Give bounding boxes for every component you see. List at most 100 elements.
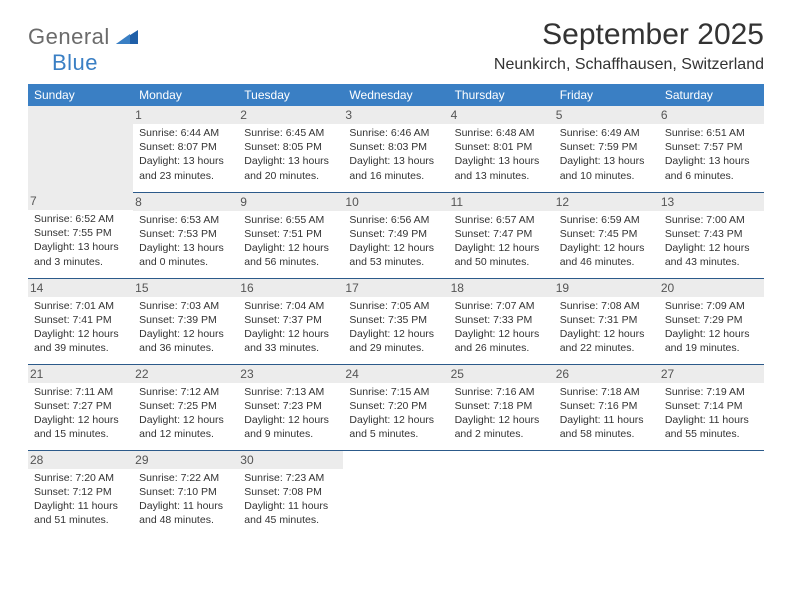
day-info: Sunrise: 7:22 AMSunset: 7:10 PMDaylight:…	[139, 471, 232, 528]
week-row: 14Sunrise: 7:01 AMSunset: 7:41 PMDayligh…	[28, 278, 764, 364]
day-number: 24	[343, 365, 448, 383]
day-number: 9	[238, 193, 343, 211]
day-cell: 28 Sunrise: 7:20 AMSunset: 7:12 PMDayligh…	[28, 450, 133, 536]
day-info: Sunrise: 6:57 AMSunset: 7:47 PMDaylight:…	[455, 213, 548, 270]
day-header-cell: Tuesday	[238, 84, 343, 106]
day-number: 15	[133, 279, 238, 297]
day-number: 3	[343, 106, 448, 124]
day-cell: 29 Sunrise: 7:22 AMSunset: 7:10 PMDayligh…	[133, 450, 238, 536]
day-info: Sunrise: 6:55 AMSunset: 7:51 PMDaylight:…	[244, 213, 337, 270]
day-cell: 16Sunrise: 7:04 AMSunset: 7:37 PMDayligh…	[238, 278, 343, 364]
day-number: 18	[449, 279, 554, 297]
day-cell: 3 Sunrise: 6:46 AMSunset: 8:03 PMDaylight…	[343, 106, 448, 192]
brand-logo: General Blue	[28, 24, 138, 76]
day-cell: 24Sunrise: 7:15 AMSunset: 7:20 PMDayligh…	[343, 364, 448, 450]
day-header-cell: Wednesday	[343, 84, 448, 106]
day-header-row: SundayMondayTuesdayWednesdayThursdayFrid…	[28, 84, 764, 106]
day-info: Sunrise: 7:00 AMSunset: 7:43 PMDaylight:…	[665, 213, 758, 270]
day-cell: 18 Sunrise: 7:07 AMSunset: 7:33 PMDayligh…	[449, 278, 554, 364]
day-number: 19	[554, 279, 659, 297]
day-cell: 4 Sunrise: 6:48 AMSunset: 8:01 PMDaylight…	[449, 106, 554, 192]
week-row: 21 Sunrise: 7:11 AMSunset: 7:27 PMDayligh…	[28, 364, 764, 450]
day-number: 4	[449, 106, 554, 124]
week-row: 28 Sunrise: 7:20 AMSunset: 7:12 PMDayligh…	[28, 450, 764, 536]
day-cell: 15Sunrise: 7:03 AMSunset: 7:39 PMDayligh…	[133, 278, 238, 364]
day-info: Sunrise: 7:16 AMSunset: 7:18 PMDaylight:…	[455, 385, 548, 442]
page-header: General Blue September 2025 Neunkirch, S…	[28, 18, 764, 76]
day-header-cell: Sunday	[28, 84, 133, 106]
day-info: Sunrise: 6:48 AMSunset: 8:01 PMDaylight:…	[455, 126, 548, 183]
day-header-cell: Saturday	[659, 84, 764, 106]
week-row: 7 Sunrise: 6:52 AMSunset: 7:55 PMDaylight…	[28, 192, 764, 278]
day-info: Sunrise: 7:23 AMSunset: 7:08 PMDaylight:…	[244, 471, 337, 528]
day-cell: 8Sunrise: 6:53 AMSunset: 7:53 PMDaylight…	[133, 192, 238, 278]
day-info: Sunrise: 7:19 AMSunset: 7:14 PMDaylight:…	[665, 385, 758, 442]
day-cell: 25Sunrise: 7:16 AMSunset: 7:18 PMDayligh…	[449, 364, 554, 450]
day-cell: 27 Sunrise: 7:19 AMSunset: 7:14 PMDayligh…	[659, 364, 764, 450]
day-cell: 11Sunrise: 6:57 AMSunset: 7:47 PMDayligh…	[449, 192, 554, 278]
location-text: Neunkirch, Schaffhausen, Switzerland	[494, 56, 764, 74]
week-row: 1Sunrise: 6:44 AMSunset: 8:07 PMDaylight…	[28, 106, 764, 192]
day-cell: 19 Sunrise: 7:08 AMSunset: 7:31 PMDayligh…	[554, 278, 659, 364]
day-cell: 7 Sunrise: 6:52 AMSunset: 7:55 PMDaylight…	[28, 192, 133, 278]
day-number: 27	[659, 365, 764, 383]
day-number: 16	[238, 279, 343, 297]
day-cell: 23Sunrise: 7:13 AMSunset: 7:23 PMDayligh…	[238, 364, 343, 450]
day-cell: 17 Sunrise: 7:05 AMSunset: 7:35 PMDayligh…	[343, 278, 448, 364]
day-number: 2	[238, 106, 343, 124]
day-number: 7	[28, 192, 133, 210]
day-cell: 9 Sunrise: 6:55 AMSunset: 7:51 PMDaylight…	[238, 192, 343, 278]
day-info: Sunrise: 6:45 AMSunset: 8:05 PMDaylight:…	[244, 126, 337, 183]
day-number: 30	[238, 451, 343, 469]
day-cell	[659, 450, 764, 536]
day-info: Sunrise: 7:13 AMSunset: 7:23 PMDaylight:…	[244, 385, 337, 442]
day-number: 21	[28, 365, 133, 383]
day-cell: 13 Sunrise: 7:00 AMSunset: 7:43 PMDayligh…	[659, 192, 764, 278]
day-info: Sunrise: 7:05 AMSunset: 7:35 PMDaylight:…	[349, 299, 442, 356]
day-cell: 6 Sunrise: 6:51 AMSunset: 7:57 PMDaylight…	[659, 106, 764, 192]
day-cell	[449, 450, 554, 536]
day-cell	[28, 106, 133, 192]
day-info: Sunrise: 6:49 AMSunset: 7:59 PMDaylight:…	[560, 126, 653, 183]
day-cell	[343, 450, 448, 536]
day-cell: 2 Sunrise: 6:45 AMSunset: 8:05 PMDaylight…	[238, 106, 343, 192]
day-number: 28	[28, 451, 133, 469]
day-cell: 10Sunrise: 6:56 AMSunset: 7:49 PMDayligh…	[343, 192, 448, 278]
day-number: 6	[659, 106, 764, 124]
day-number: 17	[343, 279, 448, 297]
day-info: Sunrise: 6:46 AMSunset: 8:03 PMDaylight:…	[349, 126, 442, 183]
day-info: Sunrise: 6:59 AMSunset: 7:45 PMDaylight:…	[560, 213, 653, 270]
calendar-page: General Blue September 2025 Neunkirch, S…	[0, 0, 792, 546]
day-info: Sunrise: 6:51 AMSunset: 7:57 PMDaylight:…	[665, 126, 758, 183]
day-number: 29	[133, 451, 238, 469]
logo-text-wrap: General Blue	[28, 24, 138, 76]
day-number: 10	[343, 193, 448, 211]
day-info: Sunrise: 7:11 AMSunset: 7:27 PMDaylight:…	[34, 385, 127, 442]
day-cell: 14Sunrise: 7:01 AMSunset: 7:41 PMDayligh…	[28, 278, 133, 364]
logo-word-1: General	[28, 24, 110, 49]
day-cell: 30 Sunrise: 7:23 AMSunset: 7:08 PMDayligh…	[238, 450, 343, 536]
day-cell: 12 Sunrise: 6:59 AMSunset: 7:45 PMDayligh…	[554, 192, 659, 278]
day-cell: 20 Sunrise: 7:09 AMSunset: 7:29 PMDayligh…	[659, 278, 764, 364]
day-number: 12	[554, 193, 659, 211]
day-info: Sunrise: 7:12 AMSunset: 7:25 PMDaylight:…	[139, 385, 232, 442]
calendar-body: 1Sunrise: 6:44 AMSunset: 8:07 PMDaylight…	[28, 106, 764, 536]
title-block: September 2025 Neunkirch, Schaffhausen, …	[494, 18, 764, 74]
day-number: 20	[659, 279, 764, 297]
day-cell: 21 Sunrise: 7:11 AMSunset: 7:27 PMDayligh…	[28, 364, 133, 450]
logo-word-2: Blue	[52, 50, 98, 75]
month-title: September 2025	[494, 18, 764, 52]
day-header-cell: Friday	[554, 84, 659, 106]
day-info: Sunrise: 7:08 AMSunset: 7:31 PMDaylight:…	[560, 299, 653, 356]
day-header-cell: Thursday	[449, 84, 554, 106]
day-info: Sunrise: 7:09 AMSunset: 7:29 PMDaylight:…	[665, 299, 758, 356]
day-number: 13	[659, 193, 764, 211]
day-header-cell: Monday	[133, 84, 238, 106]
day-number: 26	[554, 365, 659, 383]
day-cell: 22Sunrise: 7:12 AMSunset: 7:25 PMDayligh…	[133, 364, 238, 450]
day-cell	[554, 450, 659, 536]
day-info: Sunrise: 7:20 AMSunset: 7:12 PMDaylight:…	[34, 471, 127, 528]
day-cell: 26Sunrise: 7:18 AMSunset: 7:16 PMDayligh…	[554, 364, 659, 450]
day-info: Sunrise: 7:07 AMSunset: 7:33 PMDaylight:…	[455, 299, 548, 356]
day-info: Sunrise: 6:52 AMSunset: 7:55 PMDaylight:…	[34, 212, 127, 269]
